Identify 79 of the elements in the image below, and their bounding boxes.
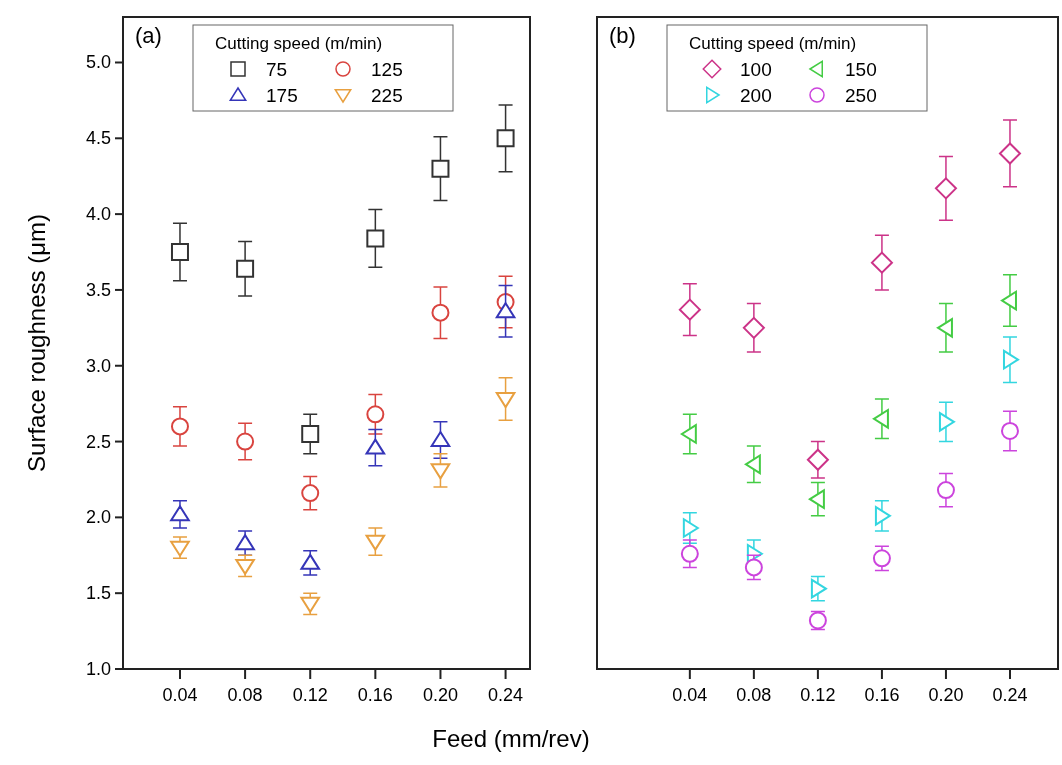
y-tick-label: 5.0 [85,52,111,73]
legend-label: 250 [845,85,877,106]
point [1002,349,1019,370]
point [1000,290,1017,311]
x-tick-label: 0.20 [928,685,964,705]
y-tick-label: 2.0 [85,507,111,528]
point [431,303,450,322]
point [495,302,516,319]
point [170,417,189,436]
point [870,251,893,274]
point [678,298,701,321]
point [872,549,891,568]
point [300,596,321,613]
y-tick-label: 3.0 [85,355,111,376]
legend-label: 125 [371,59,403,80]
y-axis-title: Surface roughness (μm) [23,214,50,472]
x-tick-label: 0.16 [357,685,393,705]
point [938,412,955,432]
x-tick-label: 0.24 [488,685,524,705]
y-tick-label: 4.0 [85,204,111,225]
point [744,454,761,475]
point [235,558,255,575]
x-tick-label: 0.04 [162,685,198,705]
point [430,463,451,480]
legend-label: 200 [740,85,772,106]
point [806,448,829,471]
point [431,159,450,178]
point [874,506,891,526]
legend-title: Cutting speed (m/min) [215,34,383,53]
x-tick-label: 0.08 [227,685,263,705]
point [365,438,386,455]
point [236,259,255,278]
point [744,558,763,577]
x-tick-label: 0.12 [800,685,836,705]
point [872,409,889,429]
point [366,405,385,424]
x-tick-label: 0.08 [736,685,772,705]
chart-title: (a) [135,23,162,48]
y-tick-label: 3.5 [85,279,111,300]
point [170,505,190,522]
point [1000,421,1019,440]
legend-label: 175 [266,85,298,106]
point [300,553,321,570]
y-tick-label: 2.5 [85,431,111,452]
point [682,518,699,538]
point [680,424,697,444]
legend-label: 100 [740,59,772,80]
x-tick-label: 0.16 [864,685,900,705]
chart-title: (b) [609,23,636,48]
point [936,481,955,500]
x-axis-title: Feed (mm/rev) [432,725,590,752]
point [808,489,825,509]
point [934,177,957,200]
x-tick-label: 0.24 [992,685,1028,705]
point [365,534,386,551]
point [742,316,765,339]
x-tick-label: 0.04 [672,685,708,705]
y-tick-label: 4.5 [85,128,111,149]
point [301,424,320,443]
x-tick-label: 0.20 [422,685,458,705]
point [236,432,255,451]
point [496,129,515,148]
point [170,243,189,262]
legend-title: Cutting speed (m/min) [689,34,857,53]
point [235,534,255,551]
point [366,229,385,248]
y-tick-label: 1.0 [85,659,111,679]
point [495,392,516,409]
point [301,484,320,503]
legend-label: 75 [266,59,288,80]
point [170,540,190,557]
y-tick-label: 1.5 [85,583,111,604]
point [680,544,699,563]
legend-label: 225 [371,85,403,106]
x-tick-label: 0.12 [292,685,328,705]
point [936,318,953,338]
point [998,142,1021,165]
legend-label: 150 [845,59,877,80]
point [430,431,451,448]
